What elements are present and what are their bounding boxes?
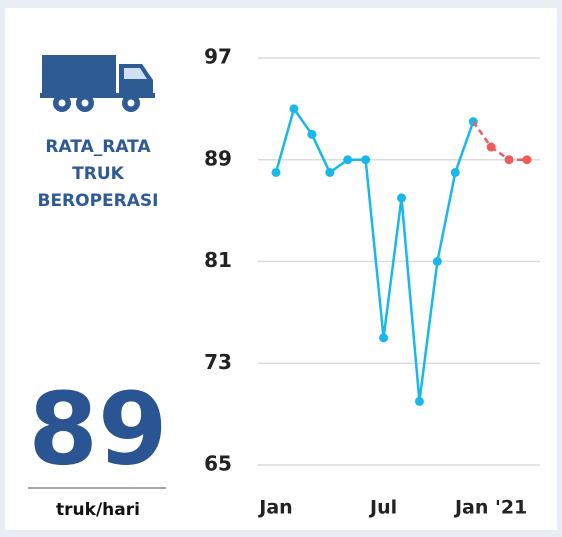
data-point	[486, 142, 496, 152]
data-point	[522, 155, 532, 165]
data-point	[343, 155, 353, 165]
y-tick-label: 73	[204, 350, 232, 374]
data-point	[271, 167, 281, 177]
kpi-value: 89	[28, 370, 167, 487]
data-point	[414, 396, 424, 406]
data-point	[325, 167, 335, 177]
x-tick-label: Jan '21	[453, 497, 527, 519]
x-tick-label: Jul	[368, 497, 397, 519]
data-point	[432, 257, 442, 266]
data-point	[307, 129, 317, 139]
data-point	[289, 104, 299, 114]
kpi-label: TRUK	[72, 164, 124, 184]
x-tick-label: Jan	[257, 497, 292, 519]
kpi-unit: truk/hari	[56, 500, 140, 520]
y-tick-label: 81	[204, 248, 232, 272]
kpi-label: BEROPERASI	[37, 191, 158, 211]
truck-icon	[40, 55, 155, 112]
data-point	[450, 167, 460, 177]
data-point	[361, 155, 371, 165]
line-connector	[472, 120, 493, 148]
kpi-label: RATA_RATA	[45, 137, 151, 157]
data-point	[504, 155, 514, 165]
series-line	[274, 106, 475, 402]
data-point	[397, 193, 406, 203]
y-tick-label: 97	[204, 45, 232, 69]
y-tick-label: 65	[204, 452, 232, 476]
y-tick-label: 89	[204, 146, 232, 170]
data-point	[379, 333, 389, 343]
